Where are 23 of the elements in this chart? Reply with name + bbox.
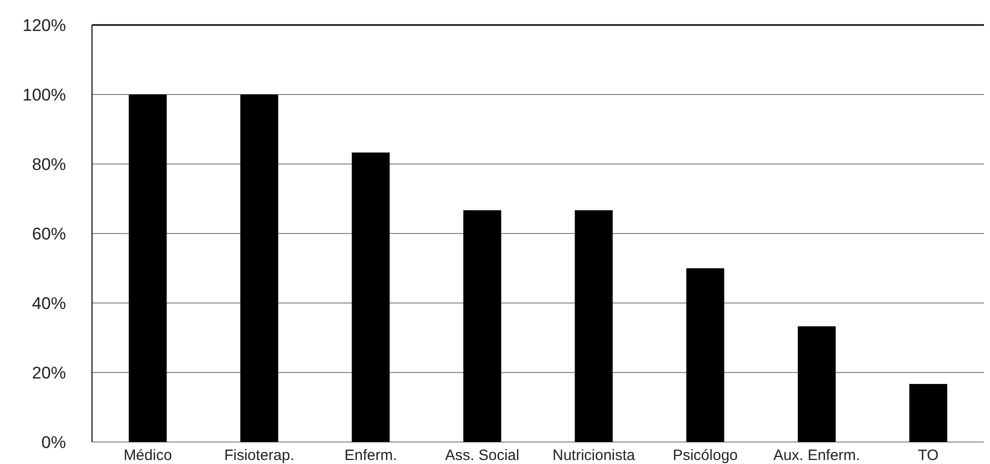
bar xyxy=(686,268,724,442)
x-tick-label: Psicólogo xyxy=(672,447,738,464)
x-tick-label: Ass. Social xyxy=(445,447,520,464)
x-tick-label: TO xyxy=(918,447,939,464)
bar xyxy=(798,326,836,442)
bar xyxy=(574,210,613,442)
y-tick-label: 100% xyxy=(22,85,66,104)
bar xyxy=(128,94,167,442)
bar xyxy=(909,384,948,442)
x-tick-label: Fisioterap. xyxy=(224,447,294,464)
x-tick-label: Enferm. xyxy=(344,447,398,464)
y-tick-label: 20% xyxy=(32,363,66,382)
bar xyxy=(352,152,390,442)
y-tick-label: 60% xyxy=(32,224,66,244)
y-tick-label: 80% xyxy=(32,154,66,174)
y-tick-label: 0% xyxy=(41,432,66,452)
x-tick-label: Médico xyxy=(124,447,172,464)
y-tick-label: 40% xyxy=(32,294,66,313)
y-tick-label: 120% xyxy=(22,16,66,35)
bar xyxy=(463,210,502,442)
bar xyxy=(240,94,278,442)
x-tick-label: Nutricionista xyxy=(552,447,636,464)
x-tick-label: Aux. Enferm. xyxy=(773,447,860,464)
